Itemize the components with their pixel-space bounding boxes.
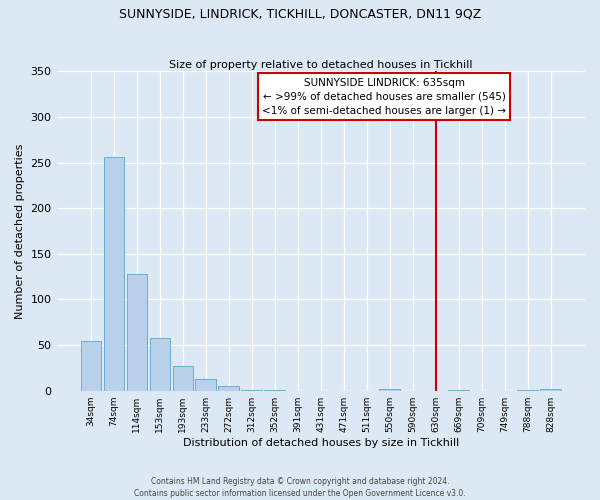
Text: SUNNYSIDE, LINDRICK, TICKHILL, DONCASTER, DN11 9QZ: SUNNYSIDE, LINDRICK, TICKHILL, DONCASTER… xyxy=(119,8,481,20)
Bar xyxy=(149,338,170,390)
Bar xyxy=(379,389,400,390)
Bar xyxy=(218,386,239,390)
Bar xyxy=(80,340,101,390)
X-axis label: Distribution of detached houses by size in Tickhill: Distribution of detached houses by size … xyxy=(182,438,459,448)
Title: Size of property relative to detached houses in Tickhill: Size of property relative to detached ho… xyxy=(169,60,473,70)
Bar xyxy=(104,157,124,390)
Bar xyxy=(127,274,147,390)
Text: SUNNYSIDE LINDRICK: 635sqm
← >99% of detached houses are smaller (545)
<1% of se: SUNNYSIDE LINDRICK: 635sqm ← >99% of det… xyxy=(262,78,506,116)
Bar xyxy=(196,379,216,390)
Bar xyxy=(540,389,561,390)
Bar xyxy=(173,366,193,390)
Text: Contains HM Land Registry data © Crown copyright and database right 2024.
Contai: Contains HM Land Registry data © Crown c… xyxy=(134,476,466,498)
Y-axis label: Number of detached properties: Number of detached properties xyxy=(15,144,25,318)
